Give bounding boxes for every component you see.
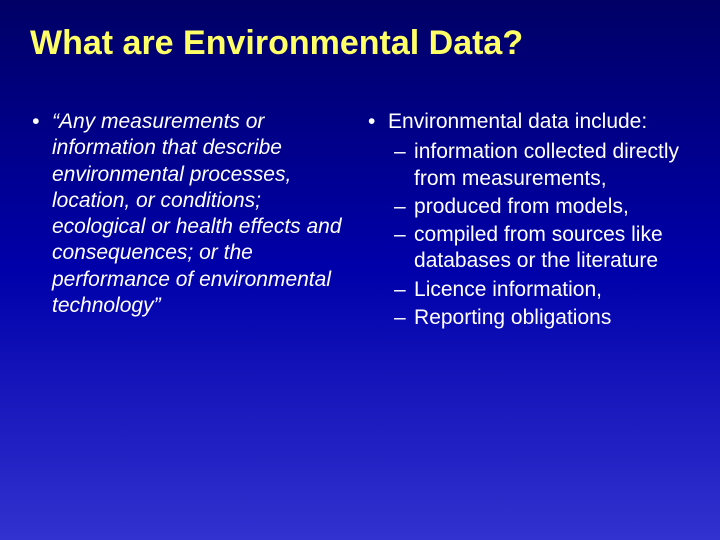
left-column: “Any measurements or information that de…: [24, 109, 356, 333]
right-subitem-2: produced from models,: [366, 194, 696, 220]
slide: What are Environmental Data? “Any measur…: [0, 0, 720, 540]
right-subitem-5: Reporting obligations: [366, 305, 696, 331]
right-subitem-1: information collected directly from meas…: [366, 139, 696, 192]
right-lead-bullet: Environmental data include:: [366, 109, 696, 135]
slide-body-columns: “Any measurements or information that de…: [0, 109, 720, 333]
right-subitem-3: compiled from sources like databases or …: [366, 222, 696, 275]
right-column: Environmental data include: information …: [364, 109, 696, 333]
right-subitem-4: Licence information,: [366, 277, 696, 303]
left-bullet-text: “Any measurements or information that de…: [30, 109, 356, 319]
slide-title: What are Environmental Data?: [0, 0, 720, 75]
